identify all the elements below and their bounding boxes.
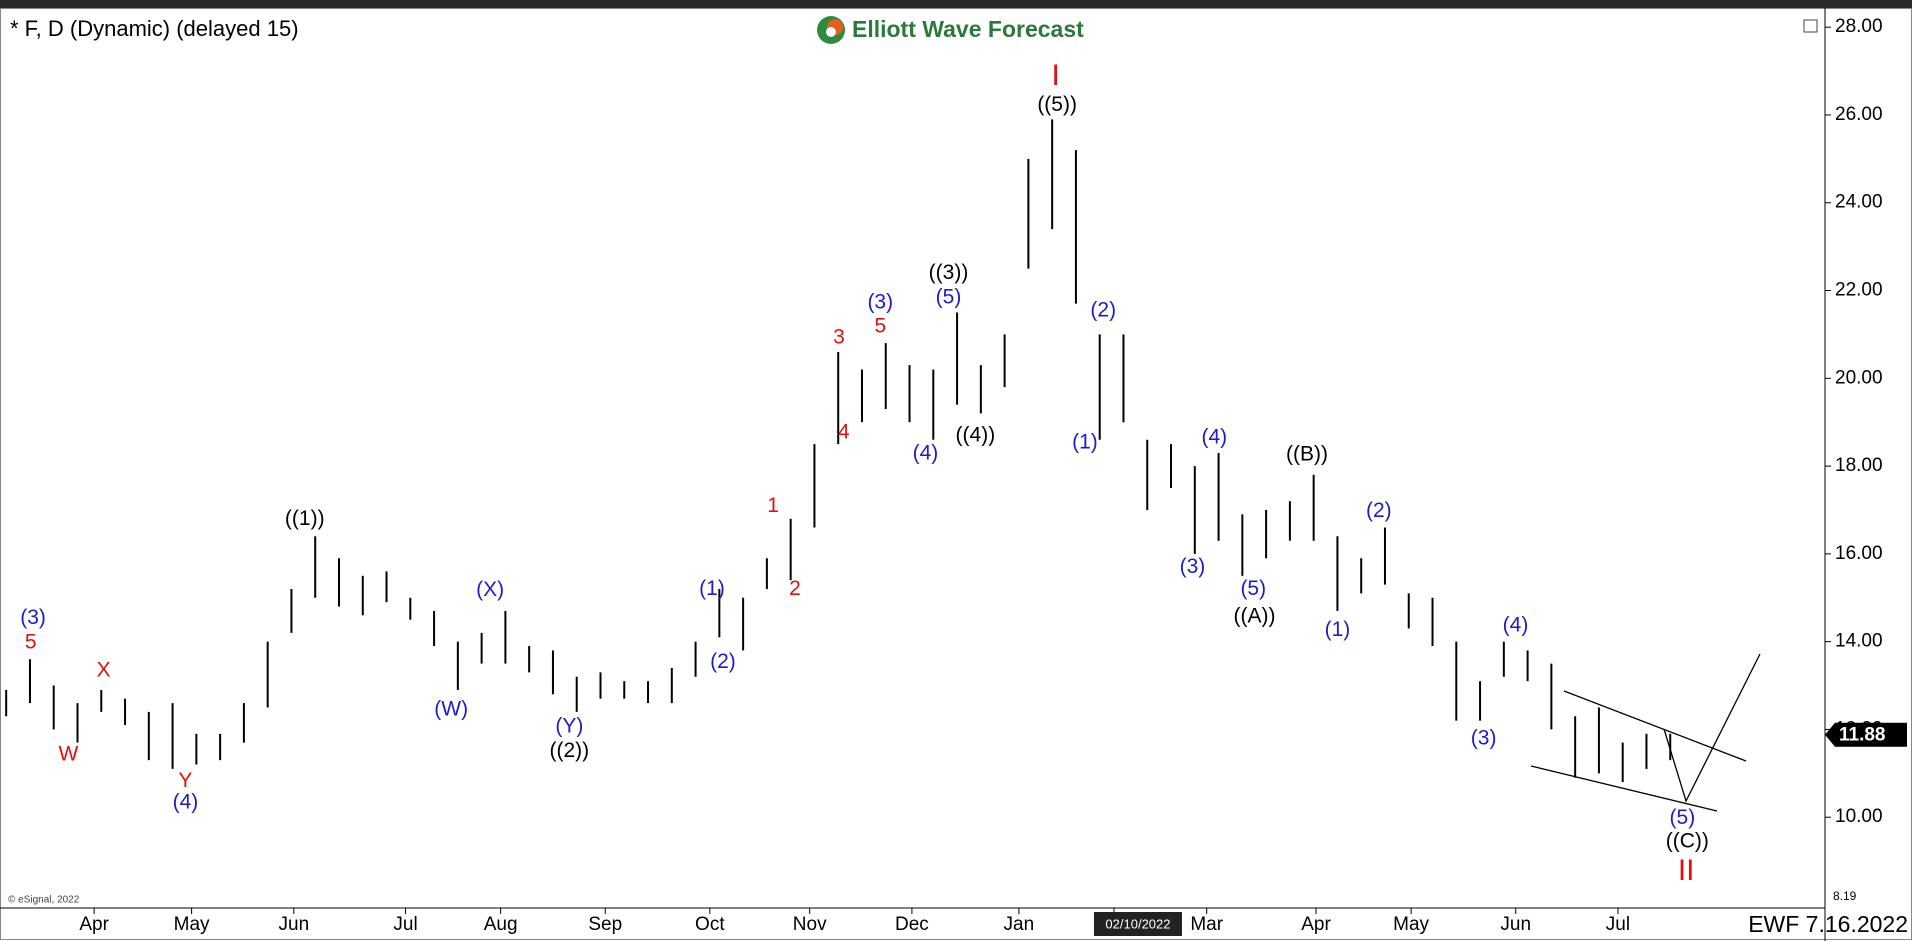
wave-label: (1) bbox=[1325, 618, 1351, 641]
last-price-flag bbox=[1825, 722, 1907, 747]
wave-label: W bbox=[59, 742, 79, 765]
wave-label: ((C)) bbox=[1666, 829, 1709, 852]
wave-label: (3) bbox=[1180, 555, 1206, 578]
wave-label: ((4)) bbox=[956, 423, 996, 446]
wave-label: (X) bbox=[476, 578, 504, 601]
x-tick-label: Oct bbox=[695, 914, 725, 935]
wave-label: ((1)) bbox=[285, 507, 325, 530]
x-tick-label: Jul bbox=[393, 914, 417, 935]
cursor-date: 02/10/2022 bbox=[1105, 916, 1170, 931]
wave-label: 3 bbox=[833, 325, 845, 348]
wave-label: (2) bbox=[1366, 499, 1392, 522]
x-tick-label: Aug bbox=[484, 914, 518, 935]
wave-label: (3) bbox=[867, 290, 893, 313]
x-tick-label: Jun bbox=[279, 914, 310, 935]
price-bars bbox=[5, 119, 1672, 783]
wave-label: ((A)) bbox=[1233, 605, 1275, 628]
x-tick-label: Jun bbox=[1500, 914, 1531, 935]
wave-label: (4) bbox=[1503, 613, 1529, 636]
x-tick-label: Nov bbox=[793, 914, 827, 935]
wave-label: (1) bbox=[1072, 430, 1098, 453]
copyright: © eSignal, 2022 bbox=[8, 895, 80, 906]
x-tick-label: May bbox=[1393, 914, 1429, 935]
trendline bbox=[1530, 765, 1718, 812]
x-tick-label: Apr bbox=[1301, 914, 1331, 935]
wave-label: 5 bbox=[25, 631, 37, 654]
x-tick-label: Apr bbox=[79, 914, 109, 935]
wave-label: (W) bbox=[434, 698, 468, 721]
wave-label: (4) bbox=[1201, 426, 1227, 449]
wave-label: X bbox=[97, 659, 111, 682]
logo: Elliott Wave Forecast bbox=[817, 16, 1084, 44]
wave-label: (3) bbox=[1471, 727, 1497, 750]
wave-label: (4) bbox=[173, 790, 199, 813]
trendlines bbox=[1530, 653, 1761, 812]
y-tick-label: 16.00 bbox=[1835, 543, 1883, 564]
wave-label: ((2)) bbox=[550, 739, 590, 762]
x-tick-label: Sep bbox=[588, 914, 622, 935]
wave-label: Y bbox=[178, 769, 192, 792]
x-tick-label: Mar bbox=[1190, 914, 1223, 935]
window-icon bbox=[1803, 19, 1818, 33]
wave-label: 5 bbox=[874, 314, 886, 337]
projection bbox=[1663, 653, 1761, 803]
y-tick-label: 18.00 bbox=[1835, 455, 1883, 476]
y-tick-label: 22.00 bbox=[1835, 280, 1883, 301]
wave-label: (5) bbox=[1240, 577, 1266, 600]
y-tick-label: 28.00 bbox=[1835, 16, 1883, 37]
y-tick-label: 20.00 bbox=[1835, 367, 1883, 388]
y-tick-label: 24.00 bbox=[1835, 192, 1883, 213]
x-tick-label: Jul bbox=[1606, 914, 1630, 935]
logo-icon bbox=[826, 27, 836, 37]
last-price-label: 11.88 bbox=[1839, 725, 1886, 746]
y-tick-label: 10.00 bbox=[1835, 806, 1883, 827]
wave-label: (1) bbox=[699, 577, 725, 600]
x-tick-label: Jan bbox=[1004, 914, 1035, 935]
wave-label: I bbox=[1052, 59, 1060, 92]
chart-title: * F, D (Dynamic) (delayed 15) bbox=[10, 16, 299, 41]
x-tick-label: Dec bbox=[895, 914, 929, 935]
wave-label: 2 bbox=[789, 577, 801, 600]
wave-label: ((B)) bbox=[1286, 443, 1328, 466]
wave-label: (3) bbox=[20, 606, 46, 629]
wave-label: (5) bbox=[1670, 806, 1696, 829]
low-marker-label: 8.19 bbox=[1833, 889, 1857, 903]
wave-label: ((3)) bbox=[929, 261, 969, 284]
wave-label: (Y) bbox=[555, 714, 583, 737]
cursor-date-box bbox=[1093, 912, 1182, 936]
x-tick-label: May bbox=[174, 914, 210, 935]
wave-label: 1 bbox=[767, 494, 779, 517]
wave-label: (2) bbox=[710, 650, 736, 673]
top-bar bbox=[0, 0, 1912, 8]
wave-label: 4 bbox=[838, 421, 850, 444]
low-marker-box bbox=[1831, 888, 1871, 905]
y-tick-label: 26.00 bbox=[1835, 104, 1883, 125]
y-tick-label: 14.00 bbox=[1835, 631, 1883, 652]
wave-label: (5) bbox=[936, 286, 962, 309]
brand: Elliott Wave Forecast bbox=[852, 16, 1084, 42]
footer: EWF 7.16.2022 bbox=[1748, 911, 1908, 937]
wave-label: (2) bbox=[1090, 299, 1116, 322]
wave-label: (4) bbox=[913, 441, 939, 464]
wave-label: ((5)) bbox=[1037, 93, 1077, 116]
trendline bbox=[1563, 690, 1747, 762]
wave-label: II bbox=[1678, 854, 1695, 887]
